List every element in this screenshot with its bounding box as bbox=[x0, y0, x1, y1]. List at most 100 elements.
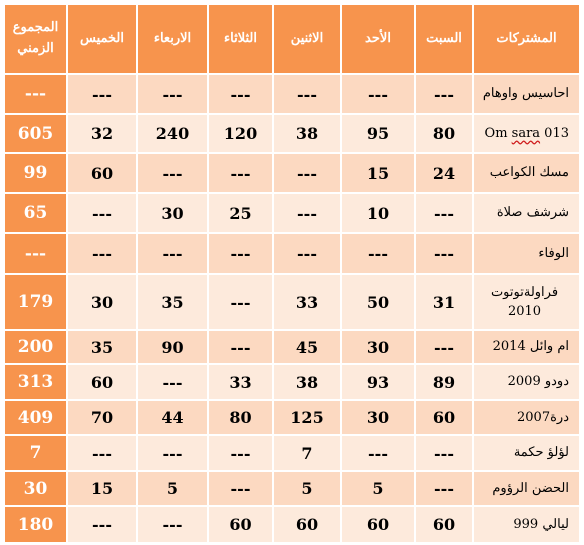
cell-tuesday: --- bbox=[208, 435, 273, 471]
participant-name: درة2007 bbox=[473, 400, 580, 435]
row-total: 409 bbox=[4, 400, 67, 435]
header-wednesday: الاربعاء bbox=[137, 4, 208, 74]
cell-monday: 33 bbox=[273, 274, 341, 330]
participant-name: مسك الكواعب bbox=[473, 153, 580, 193]
cell-sunday: 30 bbox=[341, 400, 415, 435]
cell-saturday: --- bbox=[415, 193, 473, 233]
cell-monday: 38 bbox=[273, 114, 341, 153]
cell-sunday: 5 bbox=[341, 471, 415, 506]
cell-monday: --- bbox=[273, 153, 341, 193]
cell-thursday: 60 bbox=[67, 153, 137, 193]
cell-sunday: 10 bbox=[341, 193, 415, 233]
cell-saturday: --- bbox=[415, 74, 473, 114]
cell-thursday: 30 bbox=[67, 274, 137, 330]
cell-monday: 45 bbox=[273, 330, 341, 364]
cell-monday: --- bbox=[273, 233, 341, 274]
header-saturday: السبت bbox=[415, 4, 473, 74]
participant-name: Om sara 013 bbox=[473, 114, 580, 153]
cell-saturday: 89 bbox=[415, 364, 473, 400]
cell-thursday: --- bbox=[67, 233, 137, 274]
cell-wednesday: --- bbox=[137, 435, 208, 471]
cell-tuesday: 33 bbox=[208, 364, 273, 400]
cell-sunday: 60 bbox=[341, 506, 415, 543]
participant-name: الحضن الرؤوم bbox=[473, 471, 580, 506]
cell-tuesday: --- bbox=[208, 274, 273, 330]
participant-name: ام وائل 2014 bbox=[473, 330, 580, 364]
cell-wednesday: --- bbox=[137, 364, 208, 400]
cell-thursday: --- bbox=[67, 193, 137, 233]
participant-name: الوفاء bbox=[473, 233, 580, 274]
header-thursday: الخميس bbox=[67, 4, 137, 74]
cell-tuesday: 60 bbox=[208, 506, 273, 543]
row-total: 180 bbox=[4, 506, 67, 543]
cell-saturday: 24 bbox=[415, 153, 473, 193]
cell-wednesday: --- bbox=[137, 506, 208, 543]
header-tuesday: الثلاثاء bbox=[208, 4, 273, 74]
participant-name: دودو 2009 bbox=[473, 364, 580, 400]
scores-table: المجموع الزمني الخميس الاربعاء الثلاثاء … bbox=[3, 3, 580, 543]
cell-thursday: --- bbox=[67, 506, 137, 543]
cell-monday: 5 bbox=[273, 471, 341, 506]
cell-wednesday: --- bbox=[137, 153, 208, 193]
cell-sunday: 30 bbox=[341, 330, 415, 364]
cell-monday: 7 bbox=[273, 435, 341, 471]
cell-sunday: --- bbox=[341, 74, 415, 114]
cell-tuesday: 80 bbox=[208, 400, 273, 435]
cell-tuesday: --- bbox=[208, 233, 273, 274]
cell-thursday: --- bbox=[67, 74, 137, 114]
cell-monday: --- bbox=[273, 193, 341, 233]
cell-sunday: 95 bbox=[341, 114, 415, 153]
cell-wednesday: --- bbox=[137, 74, 208, 114]
cell-sunday: 93 bbox=[341, 364, 415, 400]
cell-thursday: 32 bbox=[67, 114, 137, 153]
header-participants: المشتركات bbox=[473, 4, 580, 74]
cell-saturday: --- bbox=[415, 435, 473, 471]
participant-name: احاسيس واوهام bbox=[473, 74, 580, 114]
cell-wednesday: 35 bbox=[137, 274, 208, 330]
row-total: 99 bbox=[4, 153, 67, 193]
cell-wednesday: 44 bbox=[137, 400, 208, 435]
participant-name: شرشف صلاة bbox=[473, 193, 580, 233]
row-total: 7 bbox=[4, 435, 67, 471]
cell-wednesday: 5 bbox=[137, 471, 208, 506]
cell-sunday: 15 bbox=[341, 153, 415, 193]
participant-name: فراولةتوتوت 2010 bbox=[473, 274, 580, 330]
cell-monday: 125 bbox=[273, 400, 341, 435]
cell-saturday: 31 bbox=[415, 274, 473, 330]
header-total: المجموع الزمني bbox=[4, 4, 67, 74]
row-total: 313 bbox=[4, 364, 67, 400]
cell-saturday: --- bbox=[415, 233, 473, 274]
cell-monday: 60 bbox=[273, 506, 341, 543]
cell-wednesday: 240 bbox=[137, 114, 208, 153]
cell-thursday: 60 bbox=[67, 364, 137, 400]
cell-saturday: --- bbox=[415, 330, 473, 364]
cell-wednesday: 90 bbox=[137, 330, 208, 364]
row-total: 30 bbox=[4, 471, 67, 506]
participant-name-prefix: Om bbox=[484, 125, 512, 141]
cell-thursday: --- bbox=[67, 435, 137, 471]
participant-name-misspelled-word: sara bbox=[511, 125, 541, 141]
cell-sunday: --- bbox=[341, 233, 415, 274]
cell-saturday: --- bbox=[415, 471, 473, 506]
row-total: 65 bbox=[4, 193, 67, 233]
row-total: 605 bbox=[4, 114, 67, 153]
cell-thursday: 15 bbox=[67, 471, 137, 506]
participant-name: ليالي 999 bbox=[473, 506, 580, 543]
cell-thursday: 35 bbox=[67, 330, 137, 364]
cell-tuesday: --- bbox=[208, 330, 273, 364]
participant-name: لؤلؤ حكمة bbox=[473, 435, 580, 471]
cell-saturday: 60 bbox=[415, 400, 473, 435]
cell-wednesday: 30 bbox=[137, 193, 208, 233]
header-sunday: الأحد bbox=[341, 4, 415, 74]
cell-sunday: 50 bbox=[341, 274, 415, 330]
cell-wednesday: --- bbox=[137, 233, 208, 274]
row-total: --- bbox=[4, 74, 67, 114]
header-monday: الاثنين bbox=[273, 4, 341, 74]
cell-saturday: 80 bbox=[415, 114, 473, 153]
cell-saturday: 60 bbox=[415, 506, 473, 543]
cell-tuesday: --- bbox=[208, 74, 273, 114]
cell-monday: 38 bbox=[273, 364, 341, 400]
cell-tuesday: 25 bbox=[208, 193, 273, 233]
cell-monday: --- bbox=[273, 74, 341, 114]
row-total: 179 bbox=[4, 274, 67, 330]
